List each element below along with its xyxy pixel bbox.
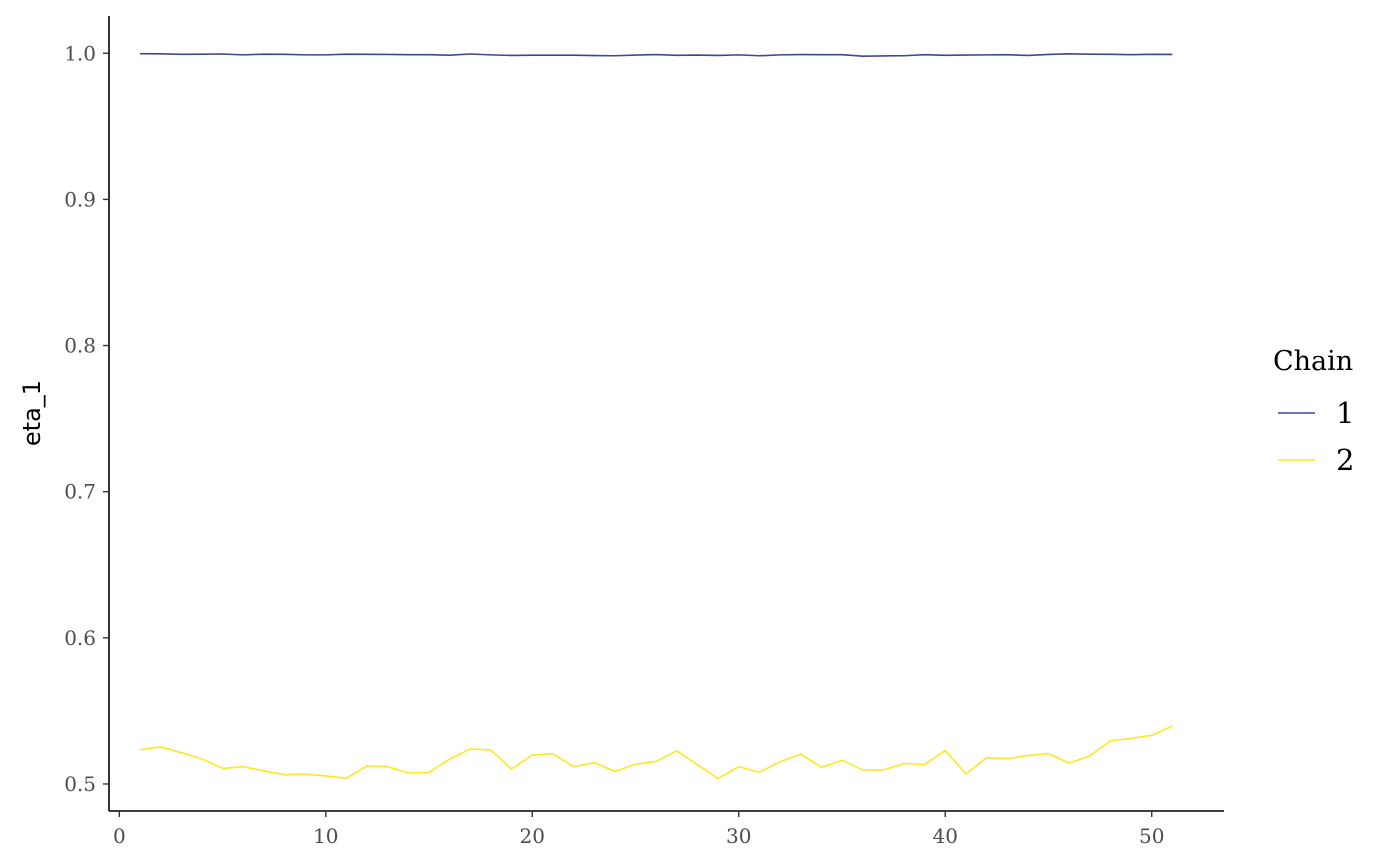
x-tick-label: 10 [313,824,338,848]
x-tick-label: 50 [1139,824,1164,848]
legend-label-chain-2: 2 [1336,443,1354,477]
legend: Chain 1 2 [1273,346,1354,477]
series-line-chain-2 [139,725,1173,780]
x-tick-label: 0 [113,824,126,848]
series-line-chain-1 [139,52,1173,57]
y-tick-label: 1.0 [64,41,96,65]
x-tick-label: 20 [520,824,545,848]
y-tick-label: 0.5 [64,772,96,796]
y-axis-title: eta_1 [18,380,46,446]
y-ticks: 0.5 0.6 0.7 0.8 0.9 1.0 [64,41,109,796]
plot-lines [139,52,1173,780]
y-tick-label: 0.6 [64,626,96,650]
legend-label-chain-1: 1 [1336,396,1354,430]
y-tick-label: 0.7 [64,480,96,504]
y-tick-label: 0.8 [64,334,96,358]
y-tick-label: 0.9 [64,187,96,211]
axes [108,16,1224,812]
x-tick-label: 40 [933,824,958,848]
x-tick-label: 30 [726,824,751,848]
legend-title: Chain [1273,346,1353,377]
x-ticks: 0 10 20 30 40 50 [113,811,1164,848]
